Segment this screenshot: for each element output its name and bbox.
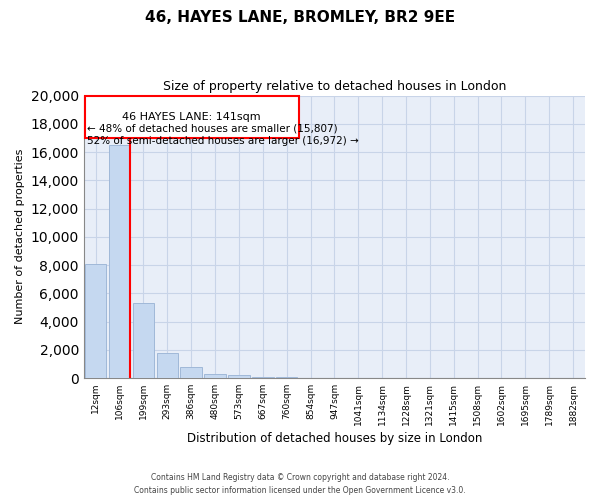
Text: 46, HAYES LANE, BROMLEY, BR2 9EE: 46, HAYES LANE, BROMLEY, BR2 9EE [145, 10, 455, 25]
Text: ← 48% of detached houses are smaller (15,807): ← 48% of detached houses are smaller (15… [88, 123, 338, 133]
Text: 46 HAYES LANE: 141sqm: 46 HAYES LANE: 141sqm [122, 112, 261, 122]
X-axis label: Distribution of detached houses by size in London: Distribution of detached houses by size … [187, 432, 482, 445]
Bar [157, 352, 178, 378]
Bar [85, 264, 106, 378]
Bar [252, 376, 274, 378]
Bar [228, 375, 250, 378]
Bar [133, 303, 154, 378]
Text: 52% of semi-detached houses are larger (16,972) →: 52% of semi-detached houses are larger (… [88, 136, 359, 146]
Bar [109, 145, 130, 378]
Y-axis label: Number of detached properties: Number of detached properties [15, 149, 25, 324]
Bar [181, 368, 202, 378]
Bar [205, 374, 226, 378]
Title: Size of property relative to detached houses in London: Size of property relative to detached ho… [163, 80, 506, 93]
FancyBboxPatch shape [85, 96, 299, 138]
Text: Contains HM Land Registry data © Crown copyright and database right 2024.
Contai: Contains HM Land Registry data © Crown c… [134, 473, 466, 495]
